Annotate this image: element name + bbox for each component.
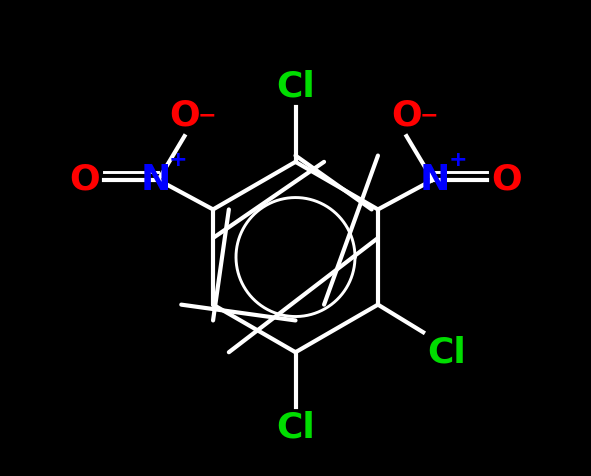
- Text: N: N: [420, 163, 450, 197]
- Text: O: O: [391, 99, 422, 132]
- Text: Cl: Cl: [276, 69, 315, 103]
- Text: Cl: Cl: [427, 335, 466, 369]
- Text: O: O: [69, 163, 100, 197]
- Text: N: N: [141, 163, 171, 197]
- Text: −: −: [198, 106, 216, 126]
- Text: +: +: [169, 150, 187, 170]
- Text: −: −: [420, 106, 439, 126]
- Text: O: O: [491, 163, 522, 197]
- Text: Cl: Cl: [276, 411, 315, 445]
- Text: +: +: [449, 150, 467, 170]
- Text: O: O: [169, 99, 200, 132]
